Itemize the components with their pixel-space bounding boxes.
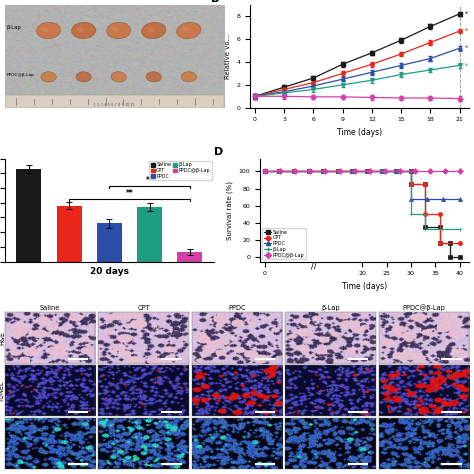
- Ellipse shape: [76, 72, 91, 82]
- Title: Saline: Saline: [40, 305, 60, 310]
- PPDC: [456, 196, 462, 202]
- Y-axis label: Relative vo...: Relative vo...: [225, 34, 231, 79]
- Ellipse shape: [181, 72, 196, 82]
- β-Lap: [423, 211, 428, 217]
- X-axis label: 20 days: 20 days: [90, 267, 129, 276]
- Text: *: *: [465, 11, 468, 17]
- Ellipse shape: [111, 72, 127, 82]
- Saline: [423, 182, 428, 187]
- β-Lap: [408, 211, 414, 217]
- Line: β-Lap: β-Lap: [265, 172, 459, 229]
- Text: D: D: [214, 147, 223, 157]
- FancyBboxPatch shape: [5, 95, 224, 108]
- Ellipse shape: [42, 27, 49, 32]
- CPT: [408, 182, 414, 187]
- Text: *: *: [465, 28, 468, 34]
- CPT: [437, 240, 443, 246]
- Ellipse shape: [142, 22, 166, 39]
- Saline: [423, 224, 428, 230]
- Title: PPDC: PPDC: [228, 305, 246, 310]
- CPT: [262, 169, 268, 174]
- Line: PPDC: PPDC: [265, 172, 459, 199]
- X-axis label: Time (days): Time (days): [342, 282, 387, 291]
- Text: β-Lap: β-Lap: [7, 25, 22, 30]
- Saline: [408, 169, 414, 174]
- Ellipse shape: [146, 72, 162, 82]
- Y-axis label: Survival rate (%): Survival rate (%): [227, 181, 233, 239]
- Text: B: B: [211, 0, 219, 4]
- X-axis label: Time (days): Time (days): [337, 128, 382, 137]
- Bar: [17, 169, 41, 262]
- Ellipse shape: [182, 27, 189, 32]
- Ellipse shape: [36, 22, 61, 39]
- Title: β-Lap: β-Lap: [321, 305, 340, 310]
- CPT: [437, 211, 443, 217]
- Line: Saline: Saline: [265, 172, 459, 257]
- Text: //: //: [310, 261, 317, 270]
- Ellipse shape: [176, 22, 201, 39]
- Bar: [137, 207, 162, 262]
- Ellipse shape: [112, 27, 119, 32]
- PPDC: [408, 169, 414, 174]
- Text: **: **: [146, 176, 154, 185]
- Ellipse shape: [41, 72, 56, 82]
- Title: PPDC@β-Lap: PPDC@β-Lap: [402, 304, 446, 310]
- PPDC: [262, 169, 268, 174]
- Saline: [408, 182, 414, 187]
- Y-axis label: H&E: H&E: [0, 331, 5, 345]
- CPT: [408, 169, 414, 174]
- CPT: [456, 240, 462, 246]
- Legend: Saline, CPT, PPDC, β-Lap, PPDC@β-Lap: Saline, CPT, PPDC, β-Lap, PPDC@β-Lap: [149, 161, 211, 180]
- Saline: [456, 255, 462, 260]
- Text: PPDC@β-Lap: PPDC@β-Lap: [7, 73, 35, 77]
- Y-axis label: TUNEL: TUNEL: [0, 380, 5, 401]
- β-Lap: [408, 169, 414, 174]
- Text: **: **: [126, 189, 133, 198]
- Line: CPT: CPT: [265, 172, 459, 243]
- Bar: [57, 206, 82, 262]
- CPT: [423, 182, 428, 187]
- Saline: [447, 240, 453, 246]
- Bar: [97, 223, 122, 262]
- Ellipse shape: [77, 27, 84, 32]
- Ellipse shape: [147, 27, 154, 32]
- Saline: [437, 240, 443, 246]
- PPDC: [408, 196, 414, 202]
- Ellipse shape: [107, 22, 131, 39]
- Text: *: *: [465, 63, 468, 68]
- Title: CPT: CPT: [137, 305, 150, 310]
- β-Lap: [423, 226, 428, 232]
- Saline: [447, 255, 453, 260]
- Legend: Saline, CPT, PPDC, β-Lap, PPDC@β-Lap: Saline, CPT, PPDC, β-Lap, PPDC@β-Lap: [263, 228, 306, 259]
- Saline: [262, 169, 268, 174]
- β-Lap: [456, 226, 462, 232]
- Text: *: *: [465, 45, 468, 51]
- Ellipse shape: [72, 22, 96, 39]
- Saline: [437, 224, 443, 230]
- CPT: [423, 211, 428, 217]
- Text: 1  2  3  4  5  6  7  8  9  10  11: 1 2 3 4 5 6 7 8 9 10 11: [94, 103, 134, 107]
- β-Lap: [262, 169, 268, 174]
- Bar: [177, 252, 202, 262]
